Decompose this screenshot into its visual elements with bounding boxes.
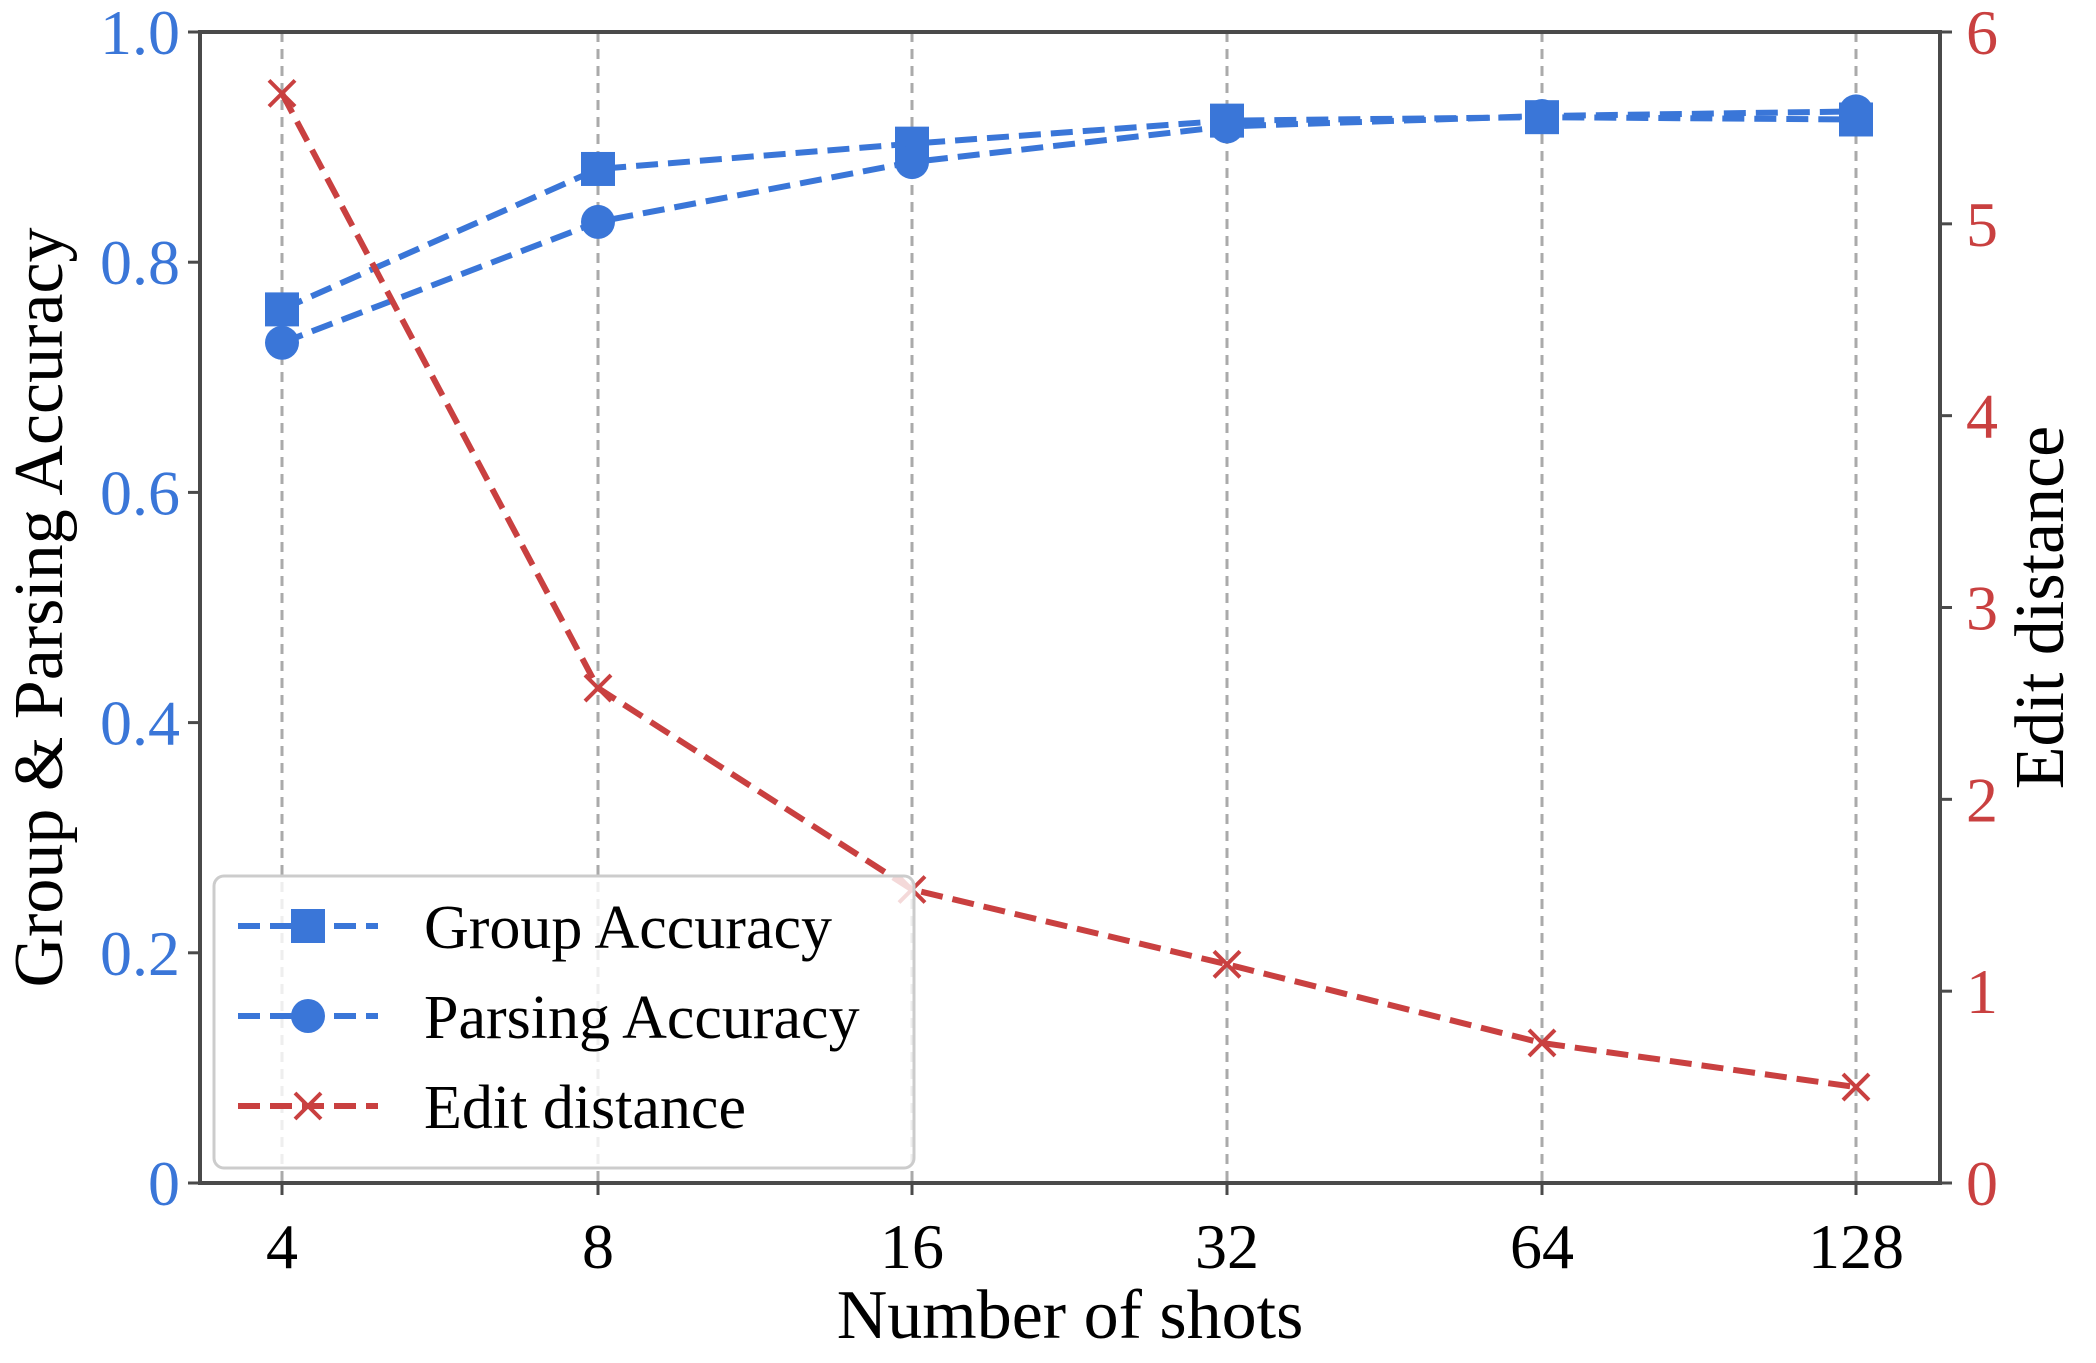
x-axis-label: Number of shots bbox=[837, 1277, 1304, 1354]
x-tick-label: 4 bbox=[266, 1211, 298, 1282]
x-tick-label: 32 bbox=[1195, 1211, 1259, 1282]
series-line-edit-distance bbox=[279, 91, 1857, 1091]
data-point-parsing-accuracy bbox=[265, 325, 299, 360]
data-point-parsing-accuracy bbox=[1210, 109, 1244, 144]
y-axis-label-right: Edit distance bbox=[2002, 426, 2079, 790]
y-left-tick-label: 0.4 bbox=[100, 688, 180, 759]
data-point-group-accuracy bbox=[581, 151, 615, 186]
legend-item: Edit distance bbox=[238, 1074, 746, 1142]
legend-label: Edit distance bbox=[424, 1074, 746, 1142]
legend-item: Group Accuracy bbox=[238, 894, 832, 962]
data-point-edit-distance-stroke-b bbox=[267, 78, 297, 108]
legend-marker bbox=[293, 1091, 323, 1121]
series-parsing-accuracy bbox=[265, 94, 1873, 360]
y-left-tick-label: 0.6 bbox=[100, 457, 180, 528]
y-left-tick-label: 0.8 bbox=[100, 227, 180, 298]
data-point-parsing-accuracy bbox=[895, 145, 929, 180]
legend-marker-stroke-b bbox=[293, 1091, 323, 1121]
legend-item: Parsing Accuracy bbox=[238, 984, 860, 1052]
legend-box bbox=[212, 874, 916, 1170]
legend-marker bbox=[291, 999, 325, 1033]
axis-layer: 4 8 16 32 64 128 0 0.2 0.4 0.6 0.8 1.0 0 1 2 3 4 5 6 bbox=[100, 0, 1998, 1282]
legend-label: Group Accuracy bbox=[424, 894, 832, 962]
x-tick-label: 16 bbox=[880, 1211, 944, 1282]
legend-marker bbox=[291, 909, 325, 943]
data-point-edit-distance bbox=[583, 673, 613, 703]
y-left-tick-label: 0 bbox=[148, 1148, 180, 1219]
x-tick-label: 128 bbox=[1808, 1211, 1904, 1282]
x-tick-label: 64 bbox=[1510, 1211, 1574, 1282]
series-line-group-accuracy bbox=[280, 114, 1857, 313]
series-line-parsing-accuracy bbox=[280, 108, 1857, 346]
y-axis-label-left: Group & Parsing Accuracy bbox=[1, 227, 78, 987]
series-group-accuracy bbox=[265, 100, 1873, 327]
data-point-parsing-accuracy bbox=[581, 204, 615, 239]
legend-layer: Group Accuracy Parsing Accuracy Edit dista… bbox=[212, 874, 916, 1170]
series-edit-distance bbox=[267, 78, 1871, 1102]
data-point-edit-distance bbox=[267, 78, 297, 108]
y-right-tick-label: 5 bbox=[1966, 189, 1998, 260]
x-tick-label: 8 bbox=[582, 1211, 614, 1282]
data-point-edit-distance-stroke-b bbox=[1841, 1072, 1871, 1102]
y-left-tick-label: 0.2 bbox=[100, 918, 180, 989]
series-layer bbox=[265, 78, 1873, 1102]
data-point-parsing-accuracy bbox=[1525, 99, 1559, 134]
y-right-tick-label: 2 bbox=[1966, 764, 1998, 835]
y-right-tick-label: 3 bbox=[1966, 573, 1998, 644]
y-right-tick-label: 0 bbox=[1966, 1148, 1998, 1219]
y-right-tick-label: 6 bbox=[1966, 0, 1998, 68]
data-point-edit-distance bbox=[1527, 1028, 1557, 1058]
data-point-edit-distance bbox=[1212, 949, 1242, 979]
data-point-group-accuracy bbox=[265, 292, 299, 327]
data-point-edit-distance bbox=[1841, 1072, 1871, 1102]
data-point-edit-distance-stroke-b bbox=[583, 673, 613, 703]
data-point-parsing-accuracy bbox=[1839, 94, 1873, 129]
y-right-tick-label: 1 bbox=[1966, 956, 1998, 1027]
legend-label: Parsing Accuracy bbox=[424, 984, 860, 1052]
data-point-edit-distance-stroke-b bbox=[1527, 1028, 1557, 1058]
y-left-tick-label: 1.0 bbox=[100, 0, 180, 68]
data-point-edit-distance-stroke-b bbox=[1212, 949, 1242, 979]
y-right-tick-label: 4 bbox=[1966, 381, 1998, 452]
